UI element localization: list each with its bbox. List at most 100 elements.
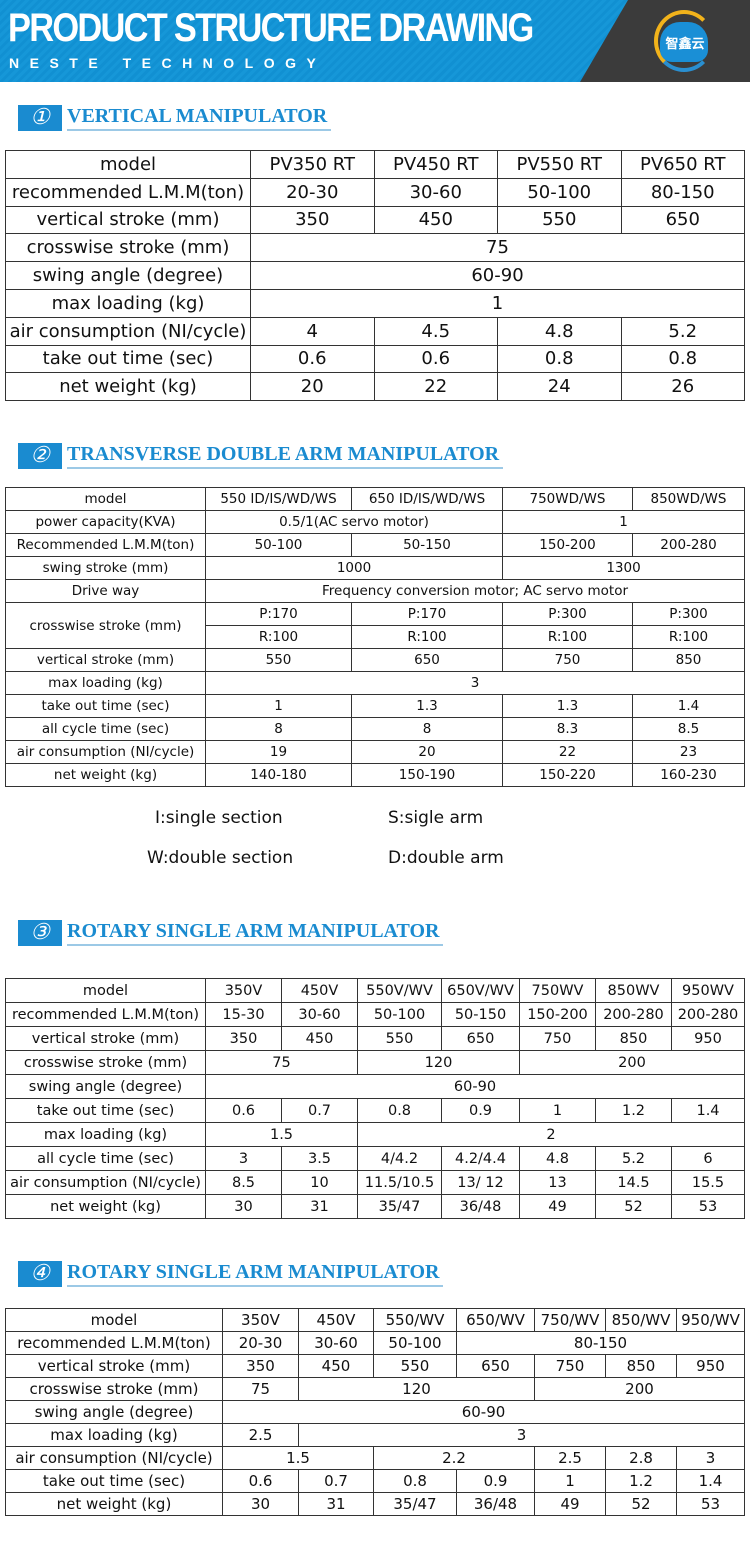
row-label-cell: take out time (sec) — [5, 1098, 206, 1123]
row-label-cell: crosswise stroke (mm) — [5, 233, 251, 263]
brand-logo: 智鑫云 — [652, 8, 718, 74]
value-cell: 0.9 — [441, 1098, 520, 1123]
value-cell: 50-100 — [373, 1331, 457, 1355]
value-cell: 1 — [519, 1098, 596, 1123]
table-row: model 350V 450V 550V/WV 650V/WV 750WV 850WV 950… — [5, 978, 745, 1003]
value-cell: 36/48 — [456, 1492, 535, 1516]
value-cell: 350V — [205, 978, 282, 1003]
header-banner: PRODUCT STRUCTURE DRAWING NESTE TECHNOLO… — [0, 0, 750, 82]
value-cell: 1.3 — [351, 694, 503, 718]
row-label-cell: model — [5, 150, 251, 179]
row-label-cell: air consumption (NI/cycle) — [5, 1170, 206, 1195]
table-row: net weight (kg) 30 31 35/47 36/48 49 52 53 — [5, 1194, 745, 1219]
value-cell: 850WV — [595, 978, 672, 1003]
value-cell: 6 — [671, 1146, 745, 1171]
value-cell: 8 — [351, 717, 503, 741]
table-row: take out time (sec) 0.6 0.6 0.8 0.8 — [5, 344, 745, 374]
value-cell: 750/WV — [534, 1308, 606, 1332]
value-cell: 200-280 — [671, 1002, 745, 1027]
table-row: swing angle (degree) 60-90 — [5, 1074, 745, 1099]
value-cell: 0.6 — [222, 1469, 299, 1493]
spec-table-rotary-2: model 350V 450V 550/WV 650/WV 750/WV 850/WV 950… — [5, 1308, 745, 1516]
value-cell: 950/WV — [676, 1308, 745, 1332]
value-cell: P:300 — [502, 602, 633, 626]
row-label-cell: net weight (kg) — [5, 1194, 206, 1219]
table-row: Recommended L.M.M(ton) 50-100 50-150 150-20… — [5, 533, 745, 557]
table-row: vertical stroke (mm) 350 450 550 650 — [5, 205, 745, 235]
section-number: ① — [18, 105, 62, 131]
value-cell: 120 — [357, 1050, 520, 1075]
value-cell: 1 — [205, 694, 352, 718]
value-cell: 550 — [373, 1354, 457, 1378]
legend-w: W:double section — [147, 848, 294, 868]
value-cell: 31 — [281, 1194, 358, 1219]
value-cell: 30 — [205, 1194, 282, 1219]
table-row: max loading (kg) 2.5 3 — [5, 1423, 745, 1447]
table-row: swing angle (degree) 60-90 — [5, 261, 745, 290]
table-row: take out time (sec) 1 1.3 1.3 1.4 — [5, 694, 745, 718]
value-cell: R:100 — [632, 625, 745, 649]
section-title: ROTARY SINGLE ARM MANIPULATOR — [67, 919, 444, 946]
value-cell: P:170 — [205, 602, 352, 626]
value-cell: 30-60 — [281, 1002, 358, 1027]
value-cell: 4 — [250, 316, 375, 346]
table-row: air consumption (NI/cycle) 4 4.5 4.8 5.2 — [5, 316, 745, 346]
row-label-cell: swing angle (degree) — [5, 261, 251, 290]
value-cell: 850WD/WS — [632, 487, 745, 511]
section-number: ② — [18, 443, 62, 469]
value-cell: 150-200 — [519, 1002, 596, 1027]
value-cell: 80-150 — [620, 177, 745, 207]
row-label-cell: take out time (sec) — [5, 1469, 223, 1493]
value-cell: 50-100 — [497, 177, 622, 207]
table-row: max loading (kg) 1 — [5, 288, 745, 318]
value-cell: 750 — [534, 1354, 606, 1378]
value-cell: 31 — [298, 1492, 374, 1516]
value-cell: 650 — [620, 205, 745, 235]
value-cell: 200 — [534, 1377, 745, 1401]
table-row: air consumption (NI/cycle) 19 20 22 23 — [5, 740, 745, 764]
table-row: crosswise stroke (mm) 75 120 200 — [5, 1050, 745, 1075]
page-subtitle: NESTE TECHNOLOGY — [9, 55, 327, 71]
row-label-cell: vertical stroke (mm) — [5, 648, 206, 672]
value-cell: 350 — [222, 1354, 299, 1378]
value-cell: Frequency conversion motor; AC servo mot… — [205, 579, 745, 603]
row-label-cell: all cycle time (sec) — [5, 1146, 206, 1171]
value-cell: 750 — [502, 648, 633, 672]
value-cell: 36/48 — [441, 1194, 520, 1219]
table-row: air consumption (NI/cycle) 8.5 10 11.5/10.5… — [5, 1170, 745, 1195]
value-cell: 0.8 — [373, 1469, 457, 1493]
value-cell: 0.8 — [620, 344, 745, 374]
value-cell: 13 — [519, 1170, 596, 1195]
table-row: vertical stroke (mm) 550 650 750 850 — [5, 648, 745, 672]
value-cell: 850 — [605, 1354, 677, 1378]
value-cell: 2.2 — [373, 1446, 535, 1470]
table-row: take out time (sec) 0.6 0.7 0.8 0.9 1 1.2 1.4 — [5, 1469, 745, 1493]
value-cell: 350 — [205, 1026, 282, 1051]
row-label-cell: max loading (kg) — [5, 1423, 223, 1447]
value-cell: 120 — [298, 1377, 535, 1401]
value-cell: 200 — [519, 1050, 745, 1075]
row-label-cell: recommended L.M.M(ton) — [5, 1002, 206, 1027]
table-row: recommended L.M.M(ton) 20-30 30-60 50-100 80… — [5, 177, 745, 207]
table-row: recommended L.M.M(ton) 20-30 30-60 50-100 80… — [5, 1331, 745, 1355]
value-cell: 3 — [205, 1146, 282, 1171]
value-cell: 13/ 12 — [441, 1170, 520, 1195]
value-cell: 950 — [676, 1354, 745, 1378]
table-row: crosswise stroke (mm) 75 120 200 — [5, 1377, 745, 1401]
value-cell: 5.2 — [595, 1146, 672, 1171]
section-number: ④ — [18, 1261, 62, 1287]
row-label-cell: power capacity(KVA) — [5, 510, 206, 534]
table-row: model PV350 RT PV450 RT PV550 RT PV650 RT — [5, 150, 745, 179]
table-row: recommended L.M.M(ton) 15-30 30-60 50-100 50… — [5, 1002, 745, 1027]
value-cell: 1.4 — [676, 1469, 745, 1493]
value-cell: 5.2 — [620, 316, 745, 346]
value-cell: 550 — [357, 1026, 442, 1051]
value-cell: 60-90 — [205, 1074, 745, 1099]
value-cell: 30-60 — [373, 177, 498, 207]
value-cell: 4.5 — [373, 316, 498, 346]
value-cell: 550 ID/IS/WD/WS — [205, 487, 352, 511]
value-cell: 20 — [351, 740, 503, 764]
value-cell: 60-90 — [222, 1400, 745, 1424]
value-cell: 750WD/WS — [502, 487, 633, 511]
row-label-cell: swing angle (degree) — [5, 1400, 223, 1424]
